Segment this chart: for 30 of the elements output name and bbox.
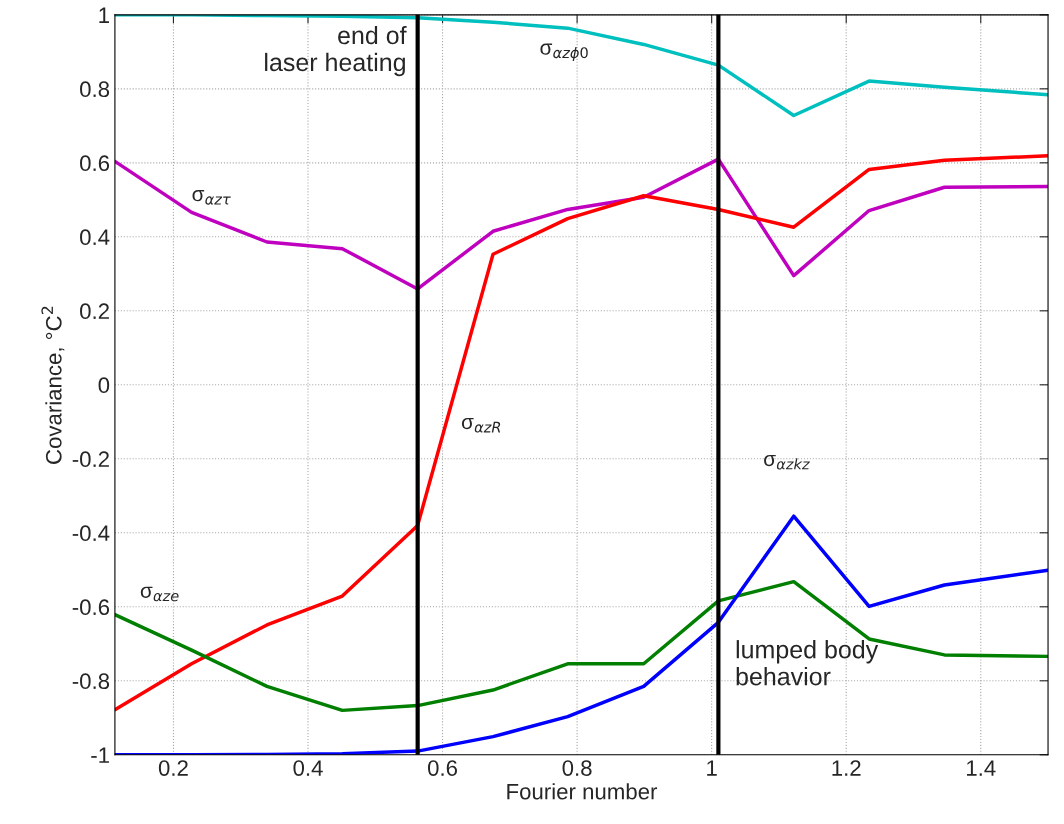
y-tick-label: 0.4 xyxy=(80,229,110,246)
y-tick-label: -1 xyxy=(91,747,109,763)
x-tick-label: 1.2 xyxy=(832,760,861,776)
x-tick-label: 0.6 xyxy=(427,760,458,776)
x-axis-title: Fourier number xyxy=(507,783,658,800)
y-tick-label: -0.8 xyxy=(72,673,110,690)
ref-line-label: lumped body behavior xyxy=(736,640,879,686)
y-tick-label: 0.6 xyxy=(80,155,110,172)
y-tick-label: -0.6 xyxy=(72,599,110,616)
x-tick-label: 0.8 xyxy=(562,760,592,776)
line-series xyxy=(114,154,1049,712)
x-tick-label: 0.4 xyxy=(293,760,323,776)
y-tick-label: 1 xyxy=(99,7,109,23)
text: σ$_{αzkz}$ xyxy=(764,454,810,470)
series-label: σ$_{αzR}$ xyxy=(461,418,501,433)
y-tick-label: 0.8 xyxy=(80,81,110,98)
line-series xyxy=(114,157,1049,291)
y-tick-label: -0.2 xyxy=(72,451,109,468)
line-series xyxy=(114,579,1049,713)
x-tick-label: 1.4 xyxy=(967,760,996,776)
y-axis-title: Covariance, °C$^{2}$ xyxy=(41,306,65,464)
x-tick-label: 1 xyxy=(707,760,717,776)
series-label: σ$_{αzϕ0}$ xyxy=(540,43,588,62)
series-label: σ$_{αze}$ xyxy=(140,586,179,602)
y-tick-label: -0.4 xyxy=(72,525,110,542)
ref-line-label: end of laser heating xyxy=(265,25,407,77)
series-label: σ$_{αzτ}$ xyxy=(192,190,231,205)
y-tick-label: 0.2 xyxy=(80,303,109,320)
y-tick-label: 0 xyxy=(98,377,110,394)
x-tick-label: 0.2 xyxy=(158,760,188,776)
